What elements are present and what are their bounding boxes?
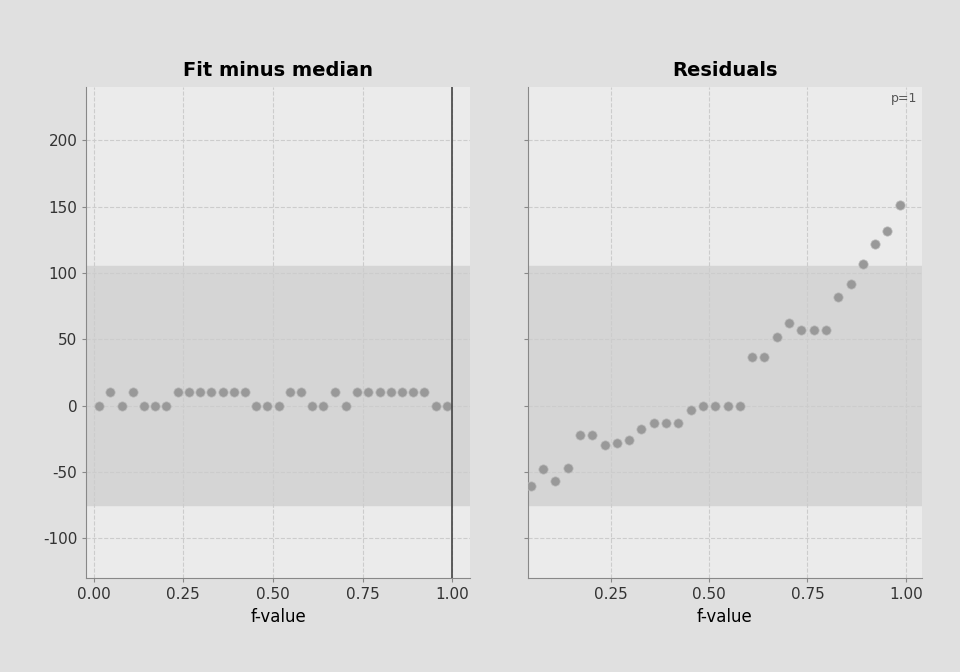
Title: Fit minus median: Fit minus median — [183, 61, 373, 80]
Point — [114, 401, 130, 411]
Point — [192, 387, 207, 398]
Point — [781, 318, 797, 329]
Bar — [86, 266, 470, 505]
Point — [585, 429, 600, 440]
Point — [282, 387, 298, 398]
Point — [843, 278, 858, 289]
Point — [868, 239, 883, 249]
Point — [158, 401, 174, 411]
Point — [361, 387, 376, 398]
Point — [634, 424, 649, 435]
Point — [294, 387, 309, 398]
Point — [249, 401, 264, 411]
Point — [304, 401, 320, 411]
Point — [327, 387, 343, 398]
Point — [349, 387, 365, 398]
Point — [560, 462, 575, 473]
Point — [536, 464, 551, 474]
Point — [395, 387, 410, 398]
Point — [818, 325, 833, 335]
Point — [830, 292, 846, 302]
Point — [806, 325, 822, 335]
Point — [383, 387, 398, 398]
Point — [338, 401, 353, 411]
Point — [683, 404, 698, 415]
Point — [720, 401, 735, 411]
Point — [439, 401, 454, 411]
Point — [597, 440, 612, 451]
Point — [855, 258, 871, 269]
Point — [621, 435, 636, 446]
Point — [879, 225, 895, 236]
Point — [260, 401, 276, 411]
Point — [547, 476, 563, 487]
Point — [769, 331, 784, 342]
Text: p=1: p=1 — [891, 92, 918, 106]
Point — [125, 387, 140, 398]
Point — [148, 401, 163, 411]
Point — [523, 481, 539, 492]
Point — [659, 417, 674, 428]
Point — [671, 417, 686, 428]
Point — [181, 387, 197, 398]
Point — [227, 387, 242, 398]
Point — [170, 387, 185, 398]
Point — [708, 401, 723, 411]
Point — [91, 401, 107, 411]
Point — [215, 387, 230, 398]
Point — [756, 351, 772, 362]
Point — [204, 387, 219, 398]
Point — [610, 437, 625, 448]
Point — [794, 325, 809, 335]
Point — [417, 387, 432, 398]
X-axis label: f-value: f-value — [251, 607, 306, 626]
Point — [428, 401, 444, 411]
Point — [695, 401, 710, 411]
Point — [136, 401, 152, 411]
Bar — [528, 266, 922, 505]
Point — [744, 351, 759, 362]
Title: Residuals: Residuals — [672, 61, 778, 80]
Point — [732, 401, 748, 411]
Point — [372, 387, 387, 398]
Point — [572, 429, 588, 440]
Point — [405, 387, 420, 398]
Point — [892, 200, 907, 211]
Point — [271, 401, 286, 411]
Point — [103, 387, 118, 398]
Point — [646, 417, 661, 428]
X-axis label: f-value: f-value — [697, 607, 753, 626]
Point — [511, 481, 526, 492]
Point — [316, 401, 331, 411]
Point — [237, 387, 252, 398]
